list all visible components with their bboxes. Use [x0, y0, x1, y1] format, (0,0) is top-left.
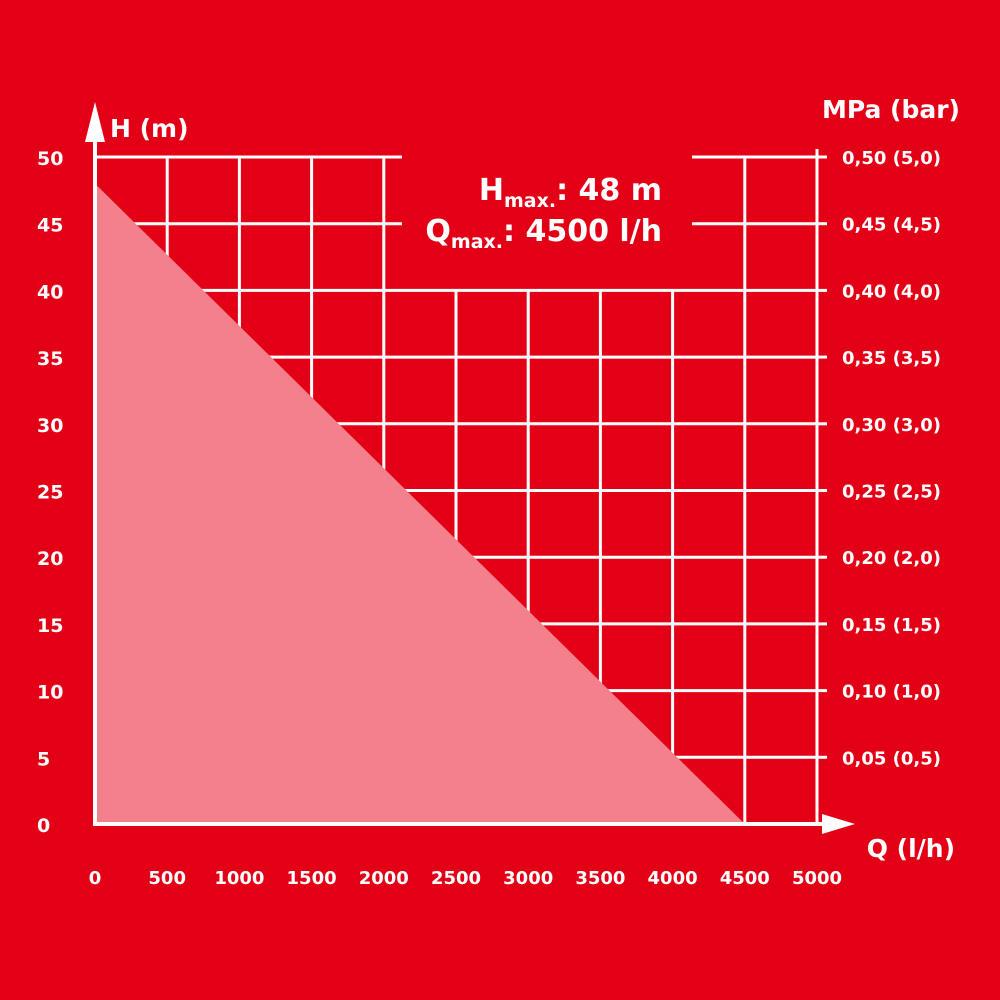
y-tick-label-left: 45 — [37, 215, 63, 237]
y-tick-label-right: 0,15 (1,5) — [842, 615, 941, 636]
y-tick-label-left: 5 — [37, 748, 50, 770]
hmax-value: : 48 m — [556, 173, 662, 208]
x-tick-label: 4500 — [720, 868, 770, 889]
y-tick-label-left: 20 — [37, 548, 63, 570]
x-tick-label: 2500 — [431, 868, 481, 889]
x-tick-label: 1000 — [214, 868, 264, 889]
x-axis-label: Q (l/h) — [867, 834, 955, 863]
y-tick-label-right: 0,05 (0,5) — [842, 748, 941, 769]
hmax-subscript: max. — [504, 190, 556, 212]
performance-area — [95, 183, 745, 824]
qmax-annotation: Qmax.: 4500 l/h — [425, 214, 662, 253]
x-tick-label: 0 — [89, 868, 102, 889]
qmax-value: : 4500 l/h — [503, 214, 662, 249]
x-tick-label: 3500 — [575, 868, 625, 889]
hmax-symbol: H — [479, 173, 504, 208]
y-tick-label-right: 0,45 (4,5) — [842, 215, 941, 236]
y-axis-label: H (m) — [110, 114, 189, 143]
x-tick-label: 3000 — [503, 868, 553, 889]
x-axis-arrow — [822, 814, 855, 834]
x-tick-label: 5000 — [792, 868, 842, 889]
qmax-subscript: max. — [451, 231, 503, 253]
y-tick-label-left: 35 — [37, 348, 63, 370]
y-tick-label-left: 15 — [37, 615, 63, 637]
x-tick-label: 2000 — [359, 868, 409, 889]
x-tick-label: 1500 — [287, 868, 337, 889]
hmax-annotation: Hmax.: 48 m — [479, 173, 662, 212]
y-tick-label-right: 0,30 (3,0) — [842, 415, 941, 436]
y-tick-label-right: 0,40 (4,0) — [842, 281, 941, 302]
y-tick-label-left: 50 — [37, 148, 63, 170]
y-tick-label-right: 0,20 (2,0) — [842, 548, 941, 569]
x-tick-label: 4000 — [648, 868, 698, 889]
x-tick-label: 500 — [148, 868, 186, 889]
y-tick-label-right: 0,50 (5,0) — [842, 148, 941, 169]
y-tick-label-left: 30 — [37, 415, 63, 437]
y-axis-right-label: MPa (bar) — [822, 95, 960, 124]
y-tick-label-left: 10 — [37, 682, 63, 704]
y-tick-label-left: 0 — [37, 815, 50, 837]
tick-labels: 0 500 1000 1500 2000 2500 3000 3500 4000 4500 5000… — [37, 148, 941, 889]
y-tick-label-left: 40 — [37, 281, 63, 303]
qmax-symbol: Q — [425, 214, 451, 249]
y-axis-arrow — [85, 102, 105, 142]
y-tick-label-left: 25 — [37, 482, 63, 504]
y-tick-label-right: 0,25 (2,5) — [842, 482, 941, 503]
axes — [85, 102, 855, 834]
y-tick-label-right: 0,10 (1,0) — [842, 682, 941, 703]
y-tick-label-right: 0,35 (3,5) — [842, 348, 941, 369]
